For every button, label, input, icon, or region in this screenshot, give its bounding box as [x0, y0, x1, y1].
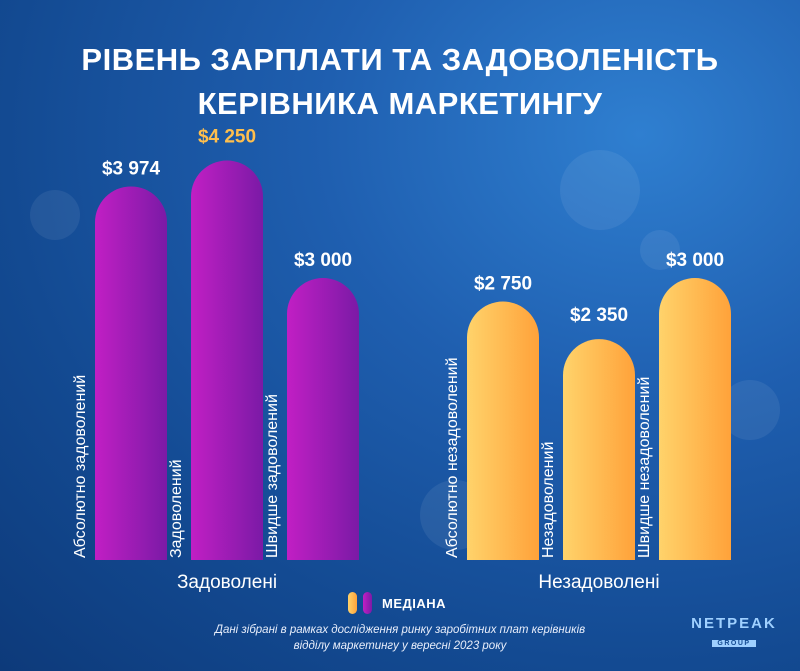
category-label: Швидше задоволений [264, 394, 281, 558]
bar [95, 186, 167, 560]
bar [467, 301, 539, 560]
bar [191, 160, 263, 560]
value-label: $2 350 [570, 305, 628, 326]
footnote-line-2: відділу маркетингу у вересні 2023 року [293, 640, 507, 652]
category-label: Швидше незадоволений [636, 377, 653, 558]
category-label: Задоволений [168, 459, 185, 558]
category-label: Абсолютно незадоволений [444, 357, 461, 558]
group-label: Незадоволені [538, 572, 659, 593]
value-label: $3 000 [666, 250, 724, 271]
bokeh-decoration [30, 190, 80, 240]
logo-main-text: NETPEAK [691, 615, 777, 632]
legend-swatch-orange [348, 592, 357, 614]
legend-swatch-purple [363, 592, 372, 614]
group-label: Задоволені [177, 572, 277, 593]
netpeak-logo: NETPEAK GROUP [688, 615, 780, 650]
legend-label: МЕДІАНА [382, 595, 447, 611]
footnote-line-1: Дані зібрані в рамках дослідження ринку … [214, 624, 586, 636]
logo-sub-text: GROUP [712, 640, 756, 647]
footnote: Дані зібрані в рамках дослідження ринку … [150, 622, 650, 654]
value-label: $3 000 [294, 250, 352, 271]
bokeh-decoration [560, 150, 640, 230]
bar [287, 278, 359, 560]
category-label: Незадоволений [540, 442, 557, 558]
bar [659, 278, 731, 560]
bar-chart: $3 974 Абсолютно задоволений $4 250 Задовол… [72, 126, 731, 593]
bokeh-decoration [640, 230, 680, 270]
chart-title-line-1: РІВЕНЬ ЗАРПЛАТИ ТА ЗАДОВОЛЕНІСТЬ [81, 42, 719, 77]
chart-title-line-2: КЕРІВНИКА МАРКЕТИНГУ [197, 86, 603, 121]
value-label: $2 750 [474, 274, 532, 295]
bar [563, 339, 635, 560]
value-label: $3 974 [102, 158, 161, 179]
value-label: $4 250 [198, 127, 256, 148]
chart-title: РІВЕНЬ ЗАРПЛАТИ ТА ЗАДОВОЛЕНІСТЬ КЕРІВНИ… [0, 38, 800, 126]
category-label: Абсолютно задоволений [72, 375, 89, 558]
legend: МЕДІАНА [348, 592, 446, 614]
